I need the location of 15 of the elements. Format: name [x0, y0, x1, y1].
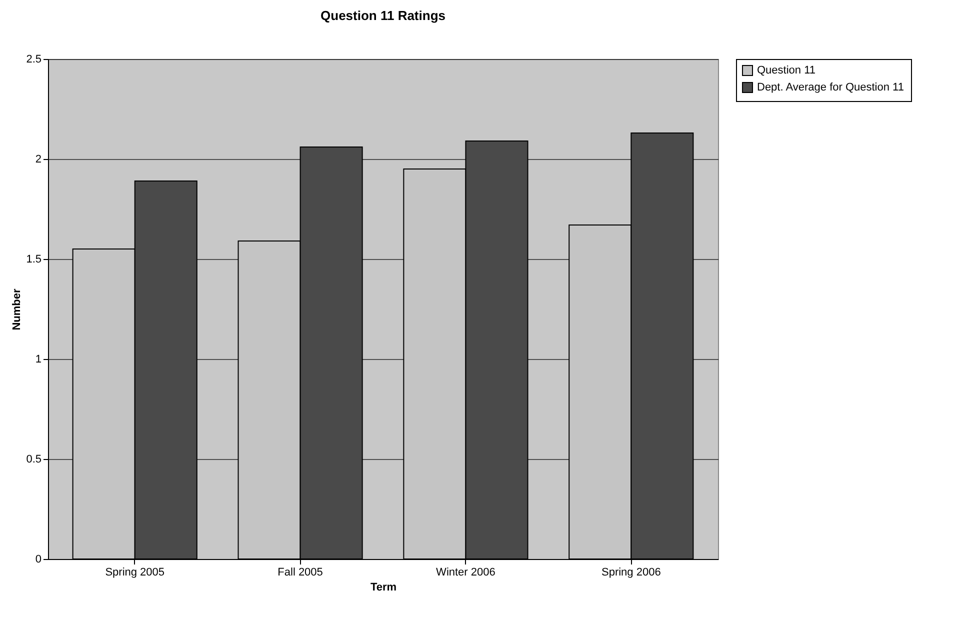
legend-label: Question 11	[757, 64, 816, 76]
y-tick-label: 0	[35, 554, 42, 566]
y-tick-label: 1	[35, 354, 42, 366]
y-tick-label: 1.5	[26, 254, 42, 266]
y-tick-label: 2.5	[26, 54, 42, 66]
chart-title: Question 11 Ratings	[320, 8, 446, 23]
x-tick-label: Fall 2005	[278, 566, 323, 578]
y-axis-title: Number	[11, 288, 24, 330]
legend-label: Dept. Average for Question 11	[757, 82, 904, 94]
x-tick-label: Spring 2005	[105, 566, 165, 578]
y-tick-label: 0.5	[26, 454, 42, 466]
x-tick-label: Spring 2006	[601, 566, 661, 578]
x-tick-label: Winter 2006	[436, 566, 496, 578]
x-axis-title: Term	[370, 582, 397, 594]
y-tick-label: 2	[35, 154, 42, 166]
